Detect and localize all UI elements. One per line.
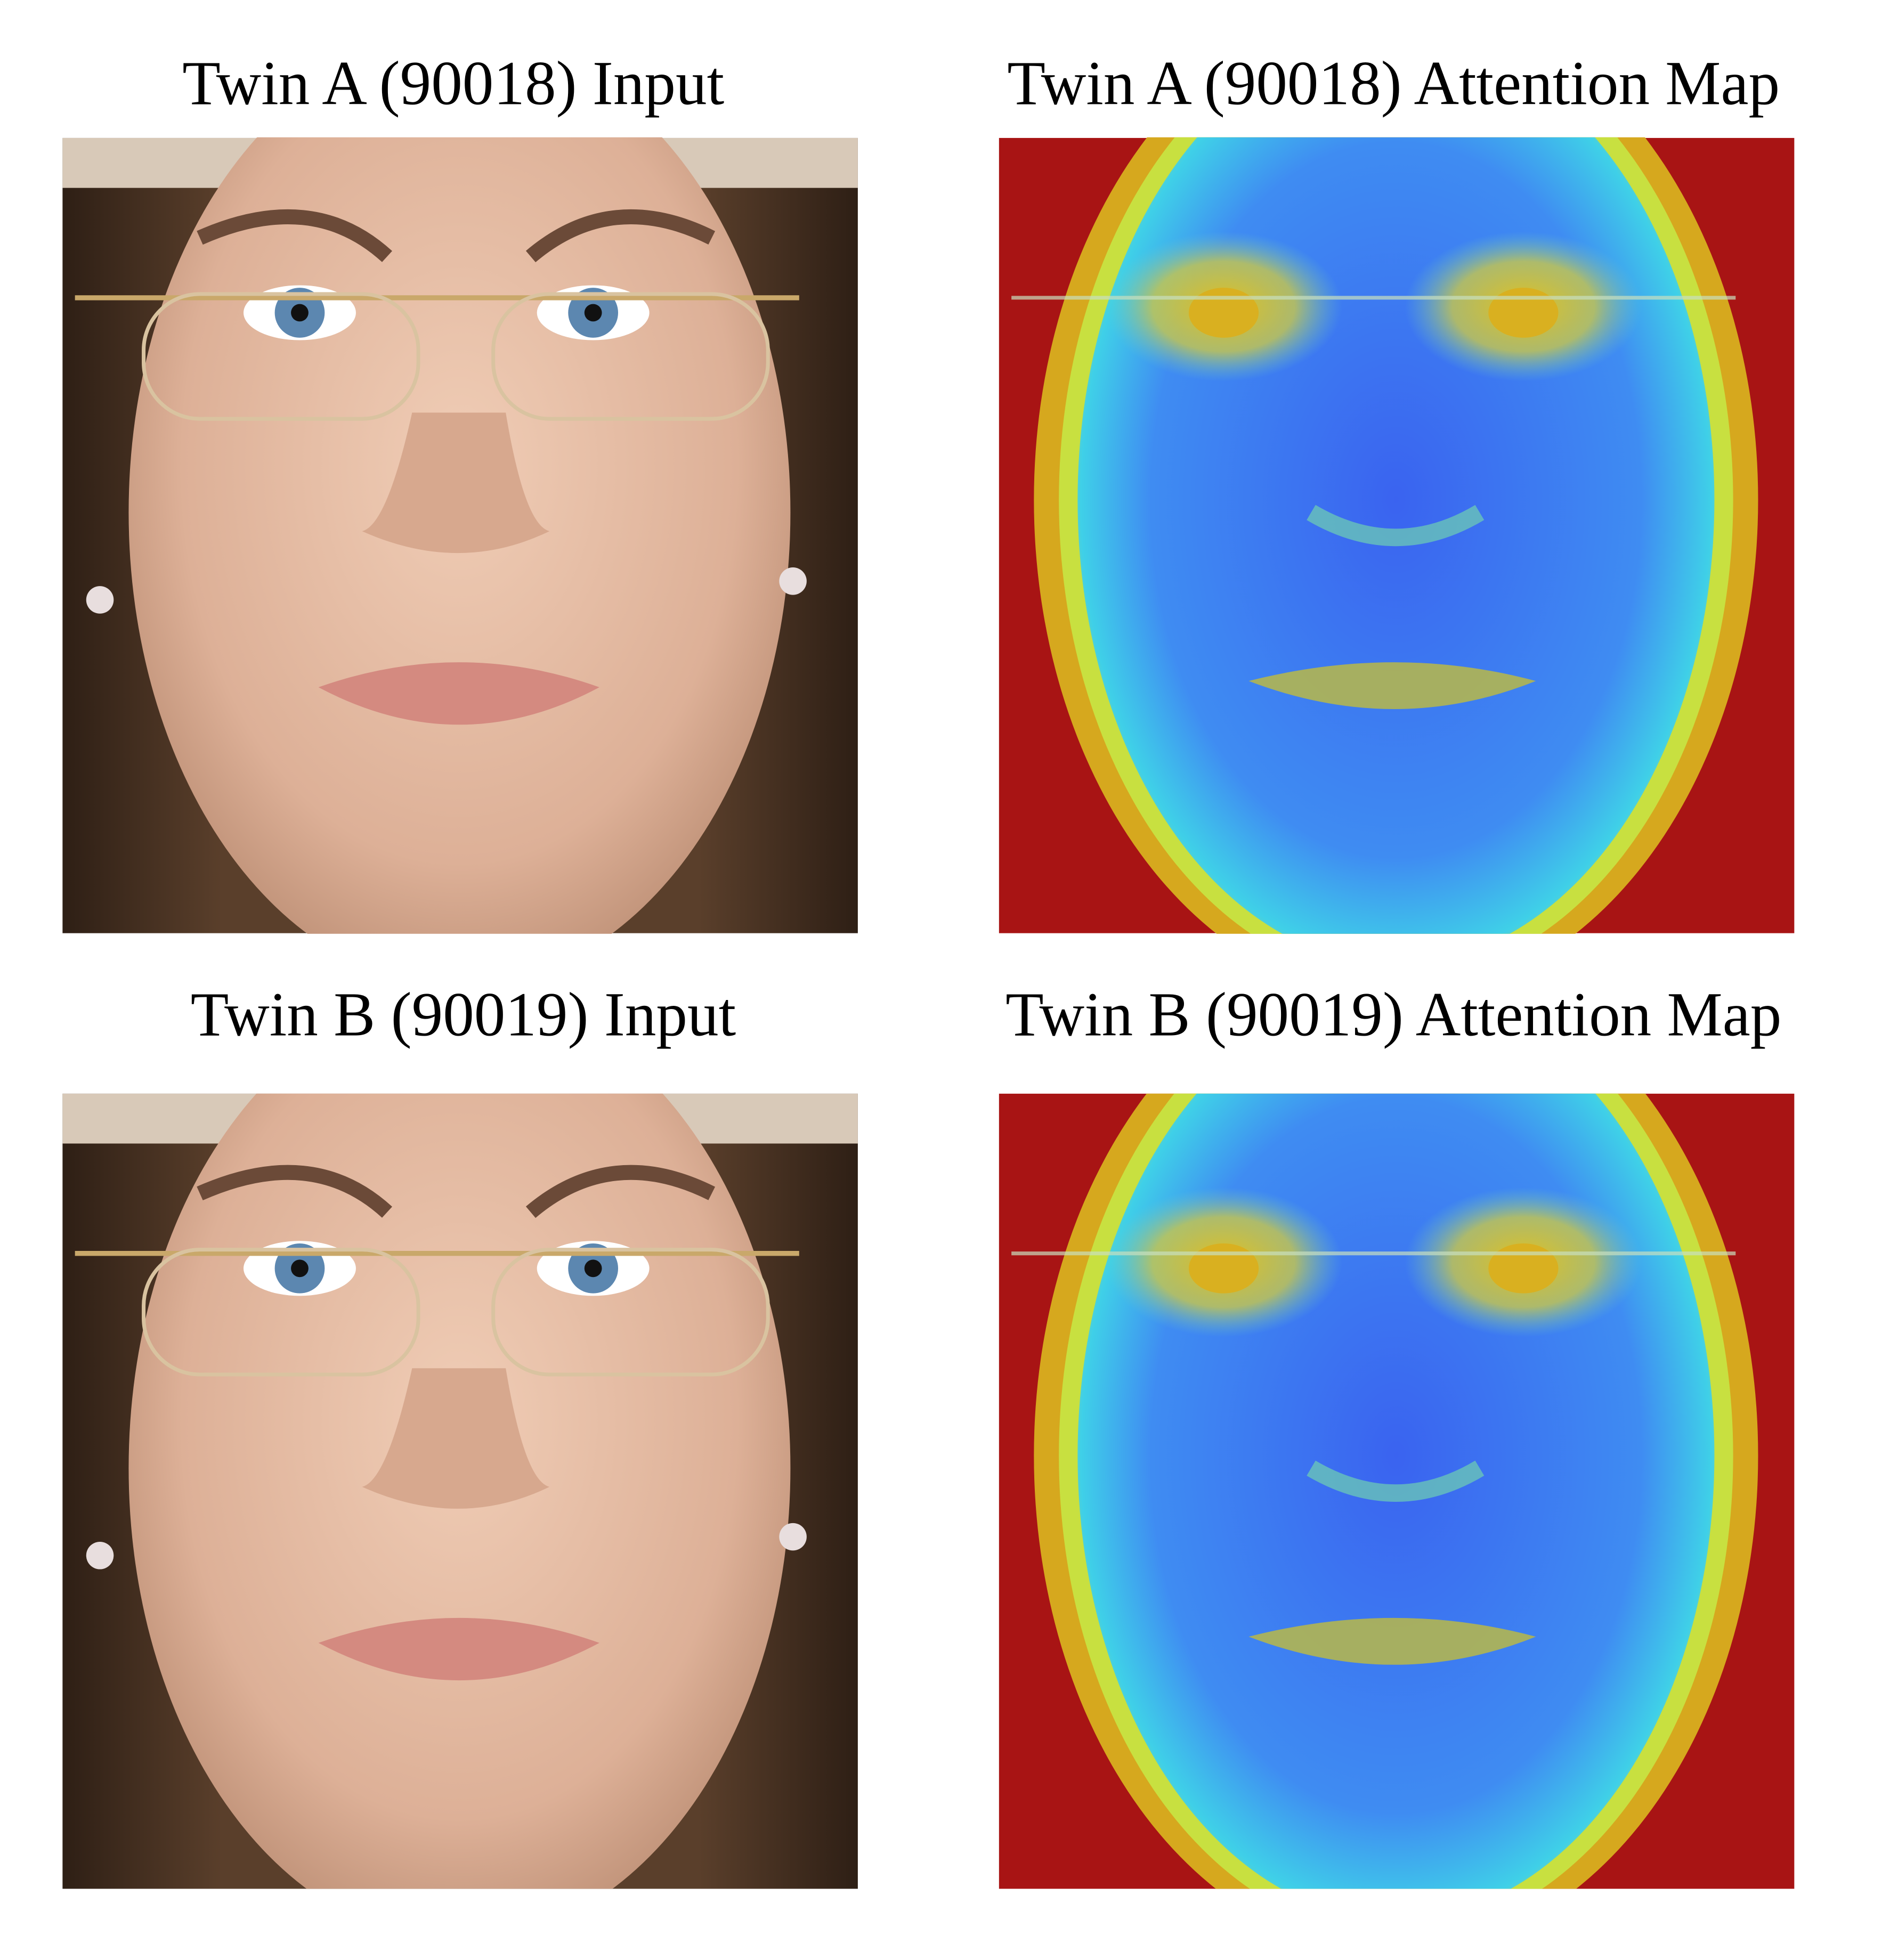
attention-image xyxy=(999,1,1795,999)
panel-title: Twin A (90018) Input xyxy=(182,50,724,118)
panel-title: Twin B (90019) Attention Map xyxy=(1005,981,1781,1050)
input-image xyxy=(62,38,858,987)
attention-image xyxy=(999,956,1795,1955)
input-image xyxy=(62,994,858,1942)
panel-title: Twin B (90019) Input xyxy=(191,981,736,1050)
panel-title: Twin A (90018) Attention Map xyxy=(1007,50,1780,118)
